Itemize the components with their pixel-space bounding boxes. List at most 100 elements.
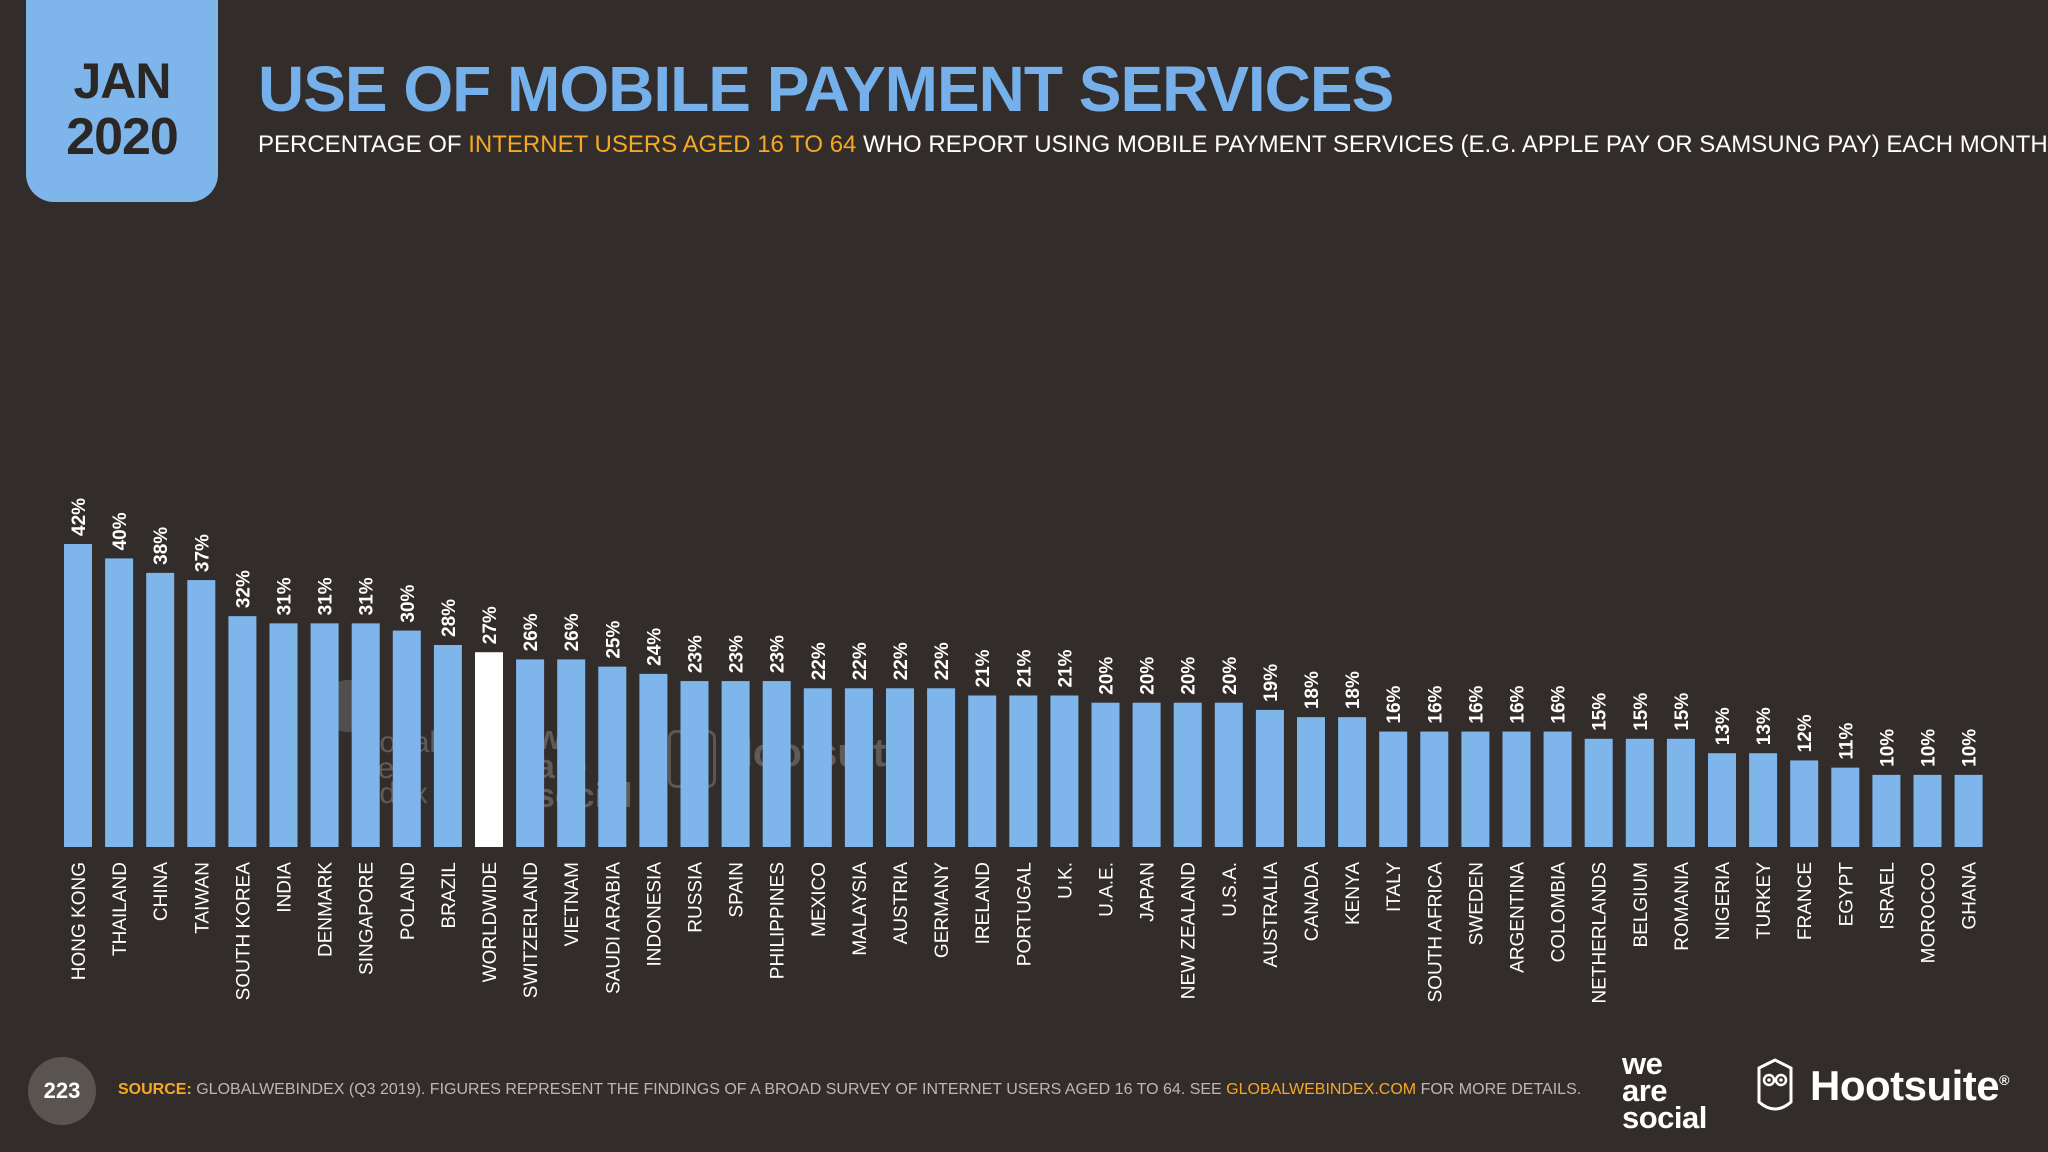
category-label: SINGAPORE [357, 862, 378, 975]
source-label: SOURCE: [118, 1081, 192, 1098]
bar-chart: 42% 40% 38% 37% 32% 31% 31% 31% 30% 28% 27% 26% 26% 2… [64, 498, 1983, 1004]
category-label: BRAZIL [439, 862, 460, 929]
category-label: NEW ZEALAND [1179, 862, 1200, 999]
value-label: 18% [1302, 671, 1323, 709]
value-label: 16% [1384, 685, 1405, 723]
bar-nigeria [1708, 753, 1736, 847]
category-label: AUSTRALIA [1261, 862, 1282, 968]
source-tail: FOR MORE DETAILS. [1416, 1081, 1582, 1098]
category-label: DENMARK [316, 862, 337, 957]
category-label: CANADA [1302, 862, 1323, 942]
category-label: ARGENTINA [1508, 862, 1529, 973]
logo-line: are [1622, 1073, 1668, 1108]
category-label: BELGIUM [1631, 862, 1652, 948]
value-label: 10% [1960, 729, 1981, 767]
value-label: 16% [1425, 685, 1446, 723]
category-label: U.S.A. [1220, 862, 1241, 917]
value-label: 10% [1877, 729, 1898, 767]
category-label: MOROCCO [1919, 862, 1940, 963]
bar-israel [1872, 774, 1901, 847]
value-label: 16% [1508, 685, 1529, 723]
category-label: TAIWAN [192, 862, 213, 934]
bar-ireland [968, 695, 997, 847]
bar-romania [1666, 738, 1695, 847]
page-number: 223 [28, 1057, 96, 1125]
source-note: SOURCE: GLOBALWEBINDEX (Q3 2019). FIGURE… [118, 1081, 1581, 1099]
value-label: 37% [192, 534, 213, 572]
category-label: INDONESIA [644, 862, 665, 967]
category-label: POLAND [398, 862, 419, 940]
we-are-social-logo: we are social [1622, 1048, 1707, 1133]
bar-belgium [1625, 738, 1654, 847]
value-label: 12% [1795, 714, 1816, 752]
date-year: 2020 [66, 108, 179, 166]
category-label: KENYA [1343, 862, 1364, 925]
category-label: U.K. [1055, 862, 1076, 899]
category-label: GHANA [1960, 862, 1981, 930]
subtitle-highlight: INTERNET USERS AGED 16 TO 64 [468, 131, 857, 158]
bar-netherlands [1584, 738, 1613, 847]
bar-sweden [1461, 731, 1490, 847]
category-label: CHINA [151, 862, 172, 921]
value-label: 32% [233, 570, 254, 608]
bar-saudi-arabia [598, 666, 627, 847]
subtitle-suffix: WHO REPORT USING MOBILE PAYMENT SERVICES… [856, 131, 2048, 158]
value-label: 20% [1138, 657, 1159, 695]
bar-denmark [310, 623, 339, 847]
hootsuite-owl-icon [1757, 1058, 1793, 1111]
value-label: 27% [480, 606, 501, 644]
bar-singapore [351, 623, 380, 847]
bar-philippines [762, 681, 791, 847]
bar-south-africa [1420, 731, 1449, 847]
category-label: JAPAN [1138, 862, 1159, 922]
value-label: 22% [932, 642, 953, 680]
source-text: GLOBALWEBINDEX (Q3 2019). FIGURES REPRES… [191, 1081, 1227, 1098]
bar-australia [1255, 709, 1284, 847]
value-label: 31% [275, 577, 296, 615]
date-badge: JAN 2020 [26, 0, 218, 202]
value-label: 40% [110, 512, 131, 550]
date-month: JAN [73, 53, 171, 109]
value-label: 21% [1055, 649, 1076, 687]
category-label: HONG KONG [69, 862, 90, 980]
source-link[interactable]: GLOBALWEBINDEX.COM [1226, 1081, 1417, 1098]
value-label: 31% [357, 577, 378, 615]
bar-argentina [1502, 731, 1531, 847]
category-label: ISRAEL [1877, 862, 1898, 930]
category-label: COLOMBIA [1549, 862, 1570, 963]
category-label: WORLDWIDE [480, 862, 501, 982]
value-label: 38% [151, 527, 172, 565]
category-label: FRANCE [1795, 862, 1816, 940]
value-label: 22% [850, 642, 871, 680]
bar-india [269, 623, 298, 847]
value-label: 30% [398, 584, 419, 622]
subtitle-prefix: PERCENTAGE OF [258, 131, 469, 158]
bar-france [1790, 760, 1819, 847]
value-label: 11% [1836, 723, 1857, 760]
hootsuite-logo-text: Hootsuite [1810, 1062, 2000, 1109]
category-label-group: HONG KONG THAILAND CHINA TAIWAN SOUTH KOREA I… [69, 862, 1981, 1004]
bar-mexico [803, 688, 832, 847]
value-label: 23% [768, 635, 789, 673]
value-label: 15% [1590, 693, 1611, 731]
bar-brazil [433, 645, 462, 847]
category-label: SPAIN [727, 862, 748, 918]
bar-u-a-e [1091, 702, 1120, 847]
bar-germany [927, 688, 956, 847]
category-label: NETHERLANDS [1590, 862, 1611, 1003]
category-label: MEXICO [809, 862, 830, 937]
bar-u-s-a [1214, 702, 1243, 847]
bar-u-k [1050, 695, 1079, 847]
bar-poland [392, 630, 421, 847]
value-label: 23% [727, 635, 748, 673]
bar-new-zealand [1173, 702, 1202, 847]
value-label: 26% [521, 613, 542, 651]
value-label: 21% [973, 649, 994, 687]
bar-south-korea [228, 616, 257, 847]
category-label: PHILIPPINES [768, 862, 789, 979]
value-label: 20% [1179, 657, 1200, 695]
bar-switzerland [516, 659, 545, 847]
value-label: 21% [1014, 649, 1035, 687]
category-label: SWITZERLAND [521, 862, 542, 998]
